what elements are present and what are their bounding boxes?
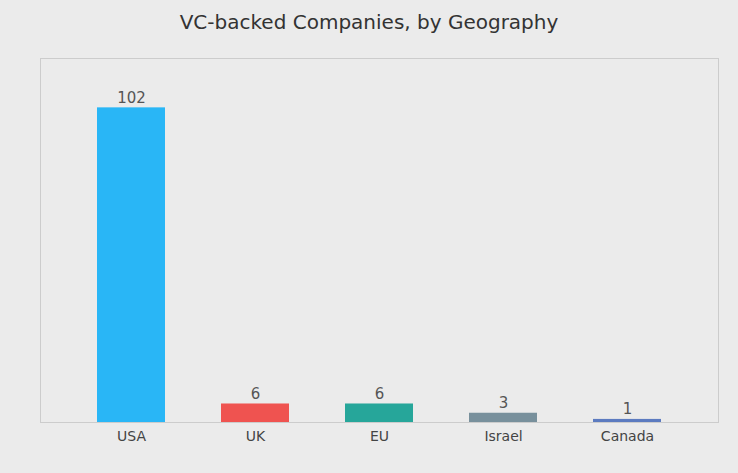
svg-text:USA: USA	[117, 428, 146, 444]
svg-text:6: 6	[251, 385, 261, 403]
svg-text:1: 1	[623, 400, 633, 418]
svg-text:UK: UK	[246, 428, 266, 444]
svg-text:3: 3	[499, 394, 509, 412]
svg-text:102: 102	[117, 89, 146, 107]
html-text:VC-backed Companies, by Geogra: VC-backed Companies, by Geography	[179, 10, 559, 34]
svg-text:EU: EU	[370, 428, 389, 444]
svg-text:Israel: Israel	[484, 428, 522, 444]
svg-text:6: 6	[375, 385, 385, 403]
svg-text:Canada: Canada	[601, 428, 654, 444]
